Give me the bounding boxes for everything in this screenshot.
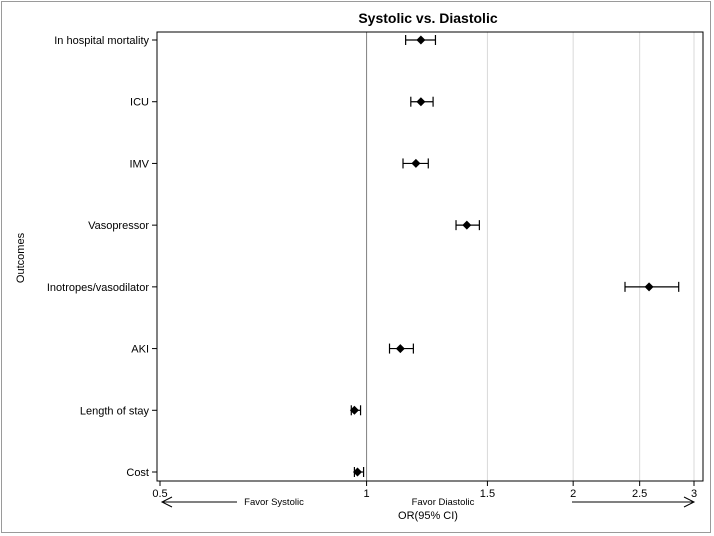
y-axis-label: Outcomes bbox=[15, 232, 27, 283]
or-marker bbox=[644, 282, 654, 292]
x-tick-label: 2.5 bbox=[632, 488, 647, 500]
category-label: Length of stay bbox=[80, 405, 150, 417]
category-label: Vasopressor bbox=[88, 220, 149, 232]
favor-systolic-arrowhead bbox=[160, 496, 173, 508]
plot-area: 0.5 1 1.5 2 2.5 3 In hospital mortality ICU IMV V… bbox=[47, 31, 704, 508]
x-tick-label: 1 bbox=[364, 488, 370, 500]
or-marker bbox=[416, 35, 426, 45]
x-axis-label: OR(95% CI) bbox=[398, 510, 458, 522]
or-marker bbox=[462, 220, 472, 230]
category-label: AKI bbox=[131, 344, 149, 356]
favor-systolic-label: Favor Systolic bbox=[244, 497, 304, 508]
chart-title: Systolic vs. Diastolic bbox=[358, 10, 497, 26]
or-marker bbox=[353, 467, 363, 477]
category-label: IMV bbox=[129, 158, 149, 170]
or-marker bbox=[349, 405, 359, 415]
or-marker bbox=[395, 344, 405, 354]
category-label: In hospital mortality bbox=[54, 35, 149, 47]
or-marker bbox=[416, 97, 426, 107]
category-label: ICU bbox=[130, 97, 149, 109]
x-tick-label: 3 bbox=[691, 488, 697, 500]
x-tick-label: 2 bbox=[570, 488, 576, 500]
category-label: Cost bbox=[126, 467, 149, 479]
favor-diastolic-arrowhead bbox=[683, 496, 696, 508]
x-tick-label: 0.5 bbox=[152, 488, 167, 500]
or-marker bbox=[411, 158, 421, 168]
plot-border bbox=[156, 31, 704, 482]
category-label: Inotropes/vasodilator bbox=[47, 282, 149, 294]
favor-diastolic-label: Favor Diastolic bbox=[412, 497, 475, 508]
x-tick-label: 1.5 bbox=[480, 488, 495, 500]
